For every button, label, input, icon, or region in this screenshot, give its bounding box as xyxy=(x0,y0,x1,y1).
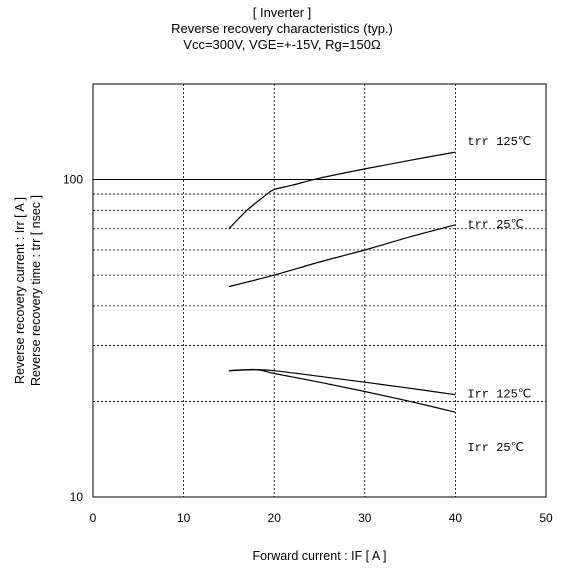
series-layer xyxy=(228,151,456,413)
x-tick-label: 50 xyxy=(539,511,553,525)
y-tick-label: 10 xyxy=(70,490,84,504)
series-line xyxy=(228,368,456,396)
series-label: trr 125℃ xyxy=(467,135,531,149)
x-axis-label: Forward current : IF [ A ] xyxy=(252,549,386,563)
ticks-layer: 0 10 20 30 40 50 10 100 xyxy=(63,173,553,525)
x-tick-label: 40 xyxy=(449,511,463,525)
y-axis-label: Reverse recovery current : Irr [ A ] xyxy=(13,197,27,384)
series-label: trr 25℃ xyxy=(467,218,524,232)
x-tick-label: 30 xyxy=(358,511,372,525)
x-tick-label: 0 xyxy=(90,511,97,525)
chart-title: [ Inverter ] xyxy=(252,5,312,20)
series-line xyxy=(228,368,456,413)
x-tick-label: 10 xyxy=(177,511,191,525)
plot-frame xyxy=(92,83,547,498)
chart-conditions: Vcc=300V, VGE=+-15V, Rg=150Ω xyxy=(183,37,381,52)
grid-layer xyxy=(93,84,546,497)
series-label: Irr 125℃ xyxy=(467,388,531,402)
series-label: Irr 25℃ xyxy=(467,441,524,455)
y-tick-label: 100 xyxy=(63,173,83,187)
series-line xyxy=(228,151,456,230)
x-tick-label: 20 xyxy=(268,511,282,525)
y-axis-label-2: Reverse recovery time : trr [ nsec ] xyxy=(29,195,43,386)
chart-subtitle: Reverse recovery characteristics (typ.) xyxy=(171,21,393,36)
labels-layer: trr 125℃ trr 25℃ Irr 125℃ Irr 25℃ xyxy=(467,135,531,455)
series-line xyxy=(228,224,456,288)
